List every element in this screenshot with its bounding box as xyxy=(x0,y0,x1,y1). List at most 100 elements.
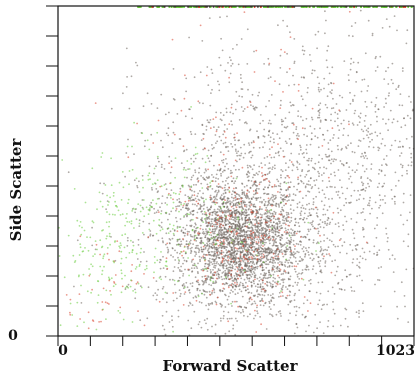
event-dot xyxy=(199,227,202,230)
event-dot xyxy=(268,64,270,66)
event-dot xyxy=(108,235,111,238)
event-dot xyxy=(238,154,241,157)
event-dot xyxy=(399,146,402,148)
event-dot xyxy=(153,212,156,215)
event-dot xyxy=(179,295,182,298)
event-dot xyxy=(150,205,153,208)
event-dot xyxy=(222,224,225,227)
event-dot xyxy=(196,152,199,155)
event-dot xyxy=(207,217,210,219)
event-dot xyxy=(361,164,364,167)
event-dot xyxy=(273,156,276,159)
event-dot xyxy=(255,189,257,191)
event-dot xyxy=(214,280,217,282)
event-dot xyxy=(253,164,256,167)
event-dot xyxy=(376,251,379,254)
event-dot xyxy=(265,206,268,209)
event-dot xyxy=(159,206,161,209)
event-dot xyxy=(284,176,287,179)
event-dot xyxy=(257,236,260,239)
event-dot xyxy=(274,234,277,236)
event-dot xyxy=(319,265,321,268)
event-dot xyxy=(253,300,256,303)
event-dot xyxy=(219,241,222,244)
event-dot xyxy=(133,227,135,229)
event-dot xyxy=(91,220,94,223)
event-dot xyxy=(178,276,181,279)
event-dot xyxy=(229,222,231,225)
event-dot xyxy=(98,191,101,194)
event-dot xyxy=(191,271,193,273)
event-dot xyxy=(221,259,224,262)
event-dot xyxy=(217,126,220,128)
event-dot xyxy=(318,112,321,114)
event-dot xyxy=(114,214,116,216)
event-dot xyxy=(334,245,337,248)
event-dot xyxy=(216,192,219,194)
event-dot xyxy=(212,254,215,257)
event-dot xyxy=(250,204,253,206)
event-dot xyxy=(121,213,124,216)
event-dot xyxy=(205,129,208,131)
event-dot xyxy=(232,187,235,190)
event-dot xyxy=(206,206,209,209)
event-dot xyxy=(347,325,349,328)
event-dot xyxy=(282,222,285,225)
event-dot xyxy=(310,116,313,119)
event-dot xyxy=(210,92,212,94)
event-dot xyxy=(247,166,249,169)
event-dot xyxy=(254,294,256,297)
event-dot xyxy=(334,274,337,277)
event-dot xyxy=(216,239,219,242)
event-dot xyxy=(245,230,248,233)
event-dot xyxy=(267,238,270,241)
event-dot xyxy=(272,285,275,288)
event-dot xyxy=(242,244,245,247)
event-dot xyxy=(166,196,169,199)
event-dot xyxy=(254,248,257,251)
event-dot xyxy=(206,278,209,281)
event-dot xyxy=(334,186,336,189)
event-dot xyxy=(285,126,287,129)
event-dot xyxy=(300,272,303,275)
event-dot xyxy=(214,210,217,213)
event-dot xyxy=(384,202,387,204)
event-dot xyxy=(323,77,326,80)
event-dot xyxy=(165,260,168,263)
event-dot xyxy=(157,288,160,291)
event-dot xyxy=(257,173,259,176)
event-dot xyxy=(290,152,293,155)
event-dot xyxy=(351,290,353,292)
event-dot xyxy=(248,191,251,193)
event-dot xyxy=(377,173,380,175)
event-dot xyxy=(302,76,305,79)
event-dot xyxy=(268,232,270,235)
event-dot xyxy=(273,265,276,268)
event-dot xyxy=(167,134,170,137)
event-dot xyxy=(187,207,190,210)
event-dot xyxy=(324,103,327,106)
event-dot xyxy=(309,302,312,305)
event-dot xyxy=(182,168,185,171)
event-dot xyxy=(324,265,327,268)
event-dot xyxy=(130,239,132,242)
event-dot xyxy=(135,177,138,180)
event-dot xyxy=(208,160,211,163)
event-dot xyxy=(257,286,259,288)
event-dot xyxy=(367,136,370,139)
event-dot xyxy=(342,224,344,227)
event-dot xyxy=(246,164,249,167)
event-dot xyxy=(261,208,263,211)
event-dot xyxy=(203,171,206,174)
event-dot xyxy=(193,310,196,313)
event-dot xyxy=(161,324,164,327)
event-dot xyxy=(249,269,252,272)
event-dot xyxy=(224,219,227,221)
event-dot xyxy=(188,36,191,39)
event-dot xyxy=(79,221,82,223)
event-dot xyxy=(96,301,99,304)
event-dot xyxy=(208,176,210,179)
event-dot xyxy=(177,243,180,246)
event-dot xyxy=(229,237,232,240)
event-dot xyxy=(147,286,150,289)
